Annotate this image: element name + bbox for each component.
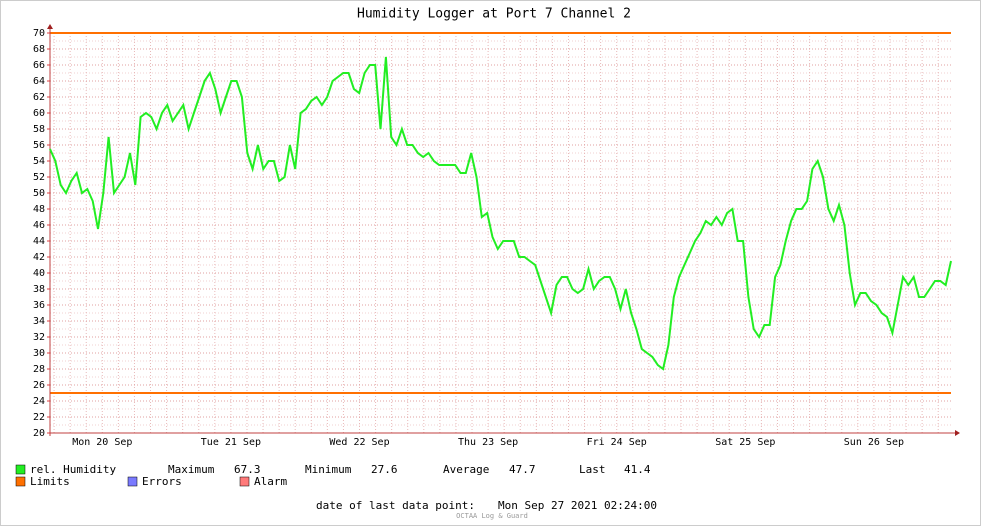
x-tick-label: Wed 22 Sep: [329, 437, 389, 448]
axis-arrow: [47, 24, 53, 29]
x-tick-label: Mon 20 Sep: [72, 437, 132, 448]
legend-label: Limits: [30, 475, 70, 488]
y-tick-label: 44: [33, 236, 45, 247]
y-tick-label: 50: [33, 188, 45, 199]
legend-swatch: [15, 464, 26, 475]
y-tick-label: 58: [33, 124, 45, 135]
y-tick-label: 56: [33, 140, 45, 151]
y-tick-label: 66: [33, 60, 45, 71]
y-tick-label: 38: [33, 284, 45, 295]
y-tick-label: 24: [33, 396, 45, 407]
y-tick-label: 60: [33, 108, 45, 119]
y-tick-label: 20: [33, 428, 45, 439]
watermark: OCTAA Log & Guard: [456, 512, 528, 520]
legend-label: rel. Humidity: [30, 463, 116, 476]
y-tick-label: 54: [33, 156, 45, 167]
legend-swatch: [127, 476, 138, 487]
y-tick-label: 32: [33, 332, 45, 343]
chart-title: Humidity Logger at Port 7 Channel 2: [357, 7, 631, 22]
y-tick-label: 28: [33, 364, 45, 375]
stat-value: 41.4: [624, 463, 651, 476]
stat-value: 27.6: [371, 463, 398, 476]
y-tick-label: 46: [33, 220, 45, 231]
stat-label: Average: [443, 463, 489, 476]
y-tick-label: 64: [33, 76, 45, 87]
stat-label: Maximum: [168, 463, 215, 476]
x-tick-label: Fri 24 Sep: [587, 437, 647, 448]
x-tick-label: Tue 21 Sep: [201, 437, 261, 448]
y-tick-label: 34: [33, 316, 45, 327]
x-tick-label: Sat 25 Sep: [715, 437, 775, 448]
stat-label: Minimum: [305, 463, 352, 476]
legend-label: Errors: [142, 475, 182, 488]
y-tick-label: 26: [33, 380, 45, 391]
stat-value: 47.7: [509, 463, 536, 476]
axis-arrow: [955, 430, 960, 436]
y-tick-label: 62: [33, 92, 45, 103]
y-tick-label: 22: [33, 412, 45, 423]
data-line: [49, 56, 952, 371]
stat-label: Last: [579, 463, 606, 476]
y-tick-label: 40: [33, 268, 45, 279]
y-tick-label: 70: [33, 28, 45, 39]
legend-swatch: [15, 476, 26, 487]
footer-value: Mon Sep 27 2021 02:24:00: [498, 499, 657, 512]
y-tick-label: 52: [33, 172, 45, 183]
legend-swatch: [239, 476, 250, 487]
y-tick-label: 30: [33, 348, 45, 359]
x-tick-label: Thu 23 Sep: [458, 437, 518, 448]
stat-value: 67.3: [234, 463, 261, 476]
y-tick-label: 68: [33, 44, 45, 55]
footer-label: date of last data point:: [316, 499, 475, 512]
y-tick-label: 42: [33, 252, 45, 263]
y-tick-label: 36: [33, 300, 45, 311]
x-tick-label: Sun 26 Sep: [844, 437, 904, 448]
legend-label: Alarm: [254, 475, 287, 488]
y-tick-label: 48: [33, 204, 45, 215]
